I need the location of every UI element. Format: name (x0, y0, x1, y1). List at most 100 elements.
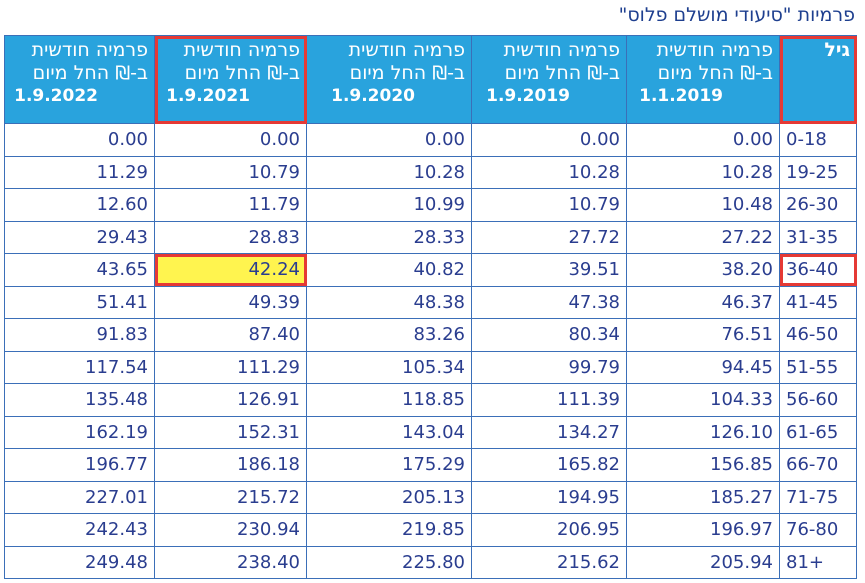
table-row: 26-30 10.48 10.79 10.99 11.79 12.60 (4, 188, 857, 222)
premium-cell: 99.79 (471, 350, 627, 384)
premium-cell: 0.00 (154, 123, 307, 157)
premium-cell: 27.22 (626, 220, 780, 254)
premium-cell: 242.43 (4, 513, 155, 547)
table-row: 51-55 94.45 99.79 105.34 111.29 117.54 (4, 350, 857, 384)
premium-cell: 42.24 (154, 253, 307, 287)
premium-cell: 10.79 (154, 155, 307, 189)
column-header: פרמיה חודשית ב-₪ החל מיום 1.9.2020 (306, 35, 472, 124)
premium-cell: 0.00 (471, 123, 627, 157)
premium-cell: 87.40 (154, 318, 307, 352)
premium-cell: 126.10 (626, 415, 780, 449)
table-row: 0-18 0.00 0.00 0.00 0.00 0.00 (4, 123, 857, 157)
premium-cell: 194.95 (471, 480, 627, 514)
premium-cell: 47.38 (471, 285, 627, 319)
premium-cell: 134.27 (471, 415, 627, 449)
premium-cell: 10.99 (306, 188, 472, 222)
premium-table: גיל פרמיה חודשית ב-₪ החל מיום 1.1.2019 פרמיה… (4, 35, 857, 579)
premium-cell: 249.48 (4, 545, 155, 579)
premium-cell: 111.29 (154, 350, 307, 384)
table-row: 66-70 156.85 165.82 175.29 186.18 196.77 (4, 448, 857, 482)
age-cell: 41-45 (779, 285, 857, 319)
table-row: 19-25 10.28 10.28 10.28 10.79 11.29 (4, 155, 857, 189)
premium-cell: 10.28 (306, 155, 472, 189)
premium-cell: 28.33 (306, 220, 472, 254)
table-body: 0-18 0.00 0.00 0.00 0.00 0.00 19-25 10.28 10.28 1… (4, 123, 857, 579)
age-cell: 46-50 (779, 318, 857, 352)
premium-cell: 11.29 (4, 155, 155, 189)
age-cell: 26-30 (779, 188, 857, 222)
header-line: פרמיה חודשית (31, 39, 148, 61)
header-line: ב-₪ החל מיום (32, 62, 148, 84)
premium-cell: 46.37 (626, 285, 780, 319)
age-cell: 76-80 (779, 513, 857, 547)
header-line: פרמיה חודשית (348, 39, 465, 61)
premium-cell: 83.26 (306, 318, 472, 352)
age-cell: 61-65 (779, 415, 857, 449)
premium-cell: 80.34 (471, 318, 627, 352)
age-cell: 31-35 (779, 220, 857, 254)
column-header: פרמיה חודשית ב-₪ החל מיום 1.9.2021 (154, 35, 307, 124)
column-header: פרמיה חודשית ב-₪ החל מיום 1.9.2019 (471, 35, 627, 124)
header-line: ב-₪ החל מיום (349, 62, 465, 84)
premium-cell: 118.85 (306, 383, 472, 417)
premium-cell: 0.00 (626, 123, 780, 157)
age-header: גיל (779, 35, 857, 124)
premium-cell: 27.72 (471, 220, 627, 254)
premium-cell: 165.82 (471, 448, 627, 482)
header-date: 1.9.2019 (486, 86, 570, 106)
premium-cell: 143.04 (306, 415, 472, 449)
premium-cell: 10.48 (626, 188, 780, 222)
premium-cell: 51.41 (4, 285, 155, 319)
premium-cell: 104.33 (626, 383, 780, 417)
table-row: 56-60 104.33 111.39 118.85 126.91 135.48 (4, 383, 857, 417)
table-row: 71-75 185.27 194.95 205.13 215.72 227.01 (4, 480, 857, 514)
table-row: 81+ 205.94 215.62 225.80 238.40 249.48 (4, 545, 857, 579)
premium-cell: 135.48 (4, 383, 155, 417)
premium-cell: 0.00 (306, 123, 472, 157)
premium-cell: 205.13 (306, 480, 472, 514)
header-line: פרמיה חודשית (183, 39, 300, 61)
premium-cell: 152.31 (154, 415, 307, 449)
column-header: פרמיה חודשית ב-₪ החל מיום 1.9.2022 (4, 35, 155, 124)
column-header: פרמיה חודשית ב-₪ החל מיום 1.1.2019 (626, 35, 780, 124)
header-line: ב-₪ החל מיום (184, 62, 300, 84)
premium-cell: 215.62 (471, 545, 627, 579)
header-line: ב-₪ החל מיום (657, 62, 773, 84)
premium-cell: 38.20 (626, 253, 780, 287)
age-cell: 56-60 (779, 383, 857, 417)
premium-cell: 205.94 (626, 545, 780, 579)
premium-cell: 11.79 (154, 188, 307, 222)
premium-cell: 76.51 (626, 318, 780, 352)
premium-cell: 29.43 (4, 220, 155, 254)
premium-cell: 12.60 (4, 188, 155, 222)
premium-cell: 186.18 (154, 448, 307, 482)
premium-cell: 227.01 (4, 480, 155, 514)
premium-cell: 111.39 (471, 383, 627, 417)
age-cell: 51-55 (779, 350, 857, 384)
premium-cell: 10.28 (626, 155, 780, 189)
header-line: ב-₪ החל מיום (504, 62, 620, 84)
header-date: 1.9.2022 (14, 86, 98, 106)
premium-cell: 91.83 (4, 318, 155, 352)
premium-cell: 117.54 (4, 350, 155, 384)
age-cell: 19-25 (779, 155, 857, 189)
header-date: 1.9.2020 (331, 86, 415, 106)
header-line: פרמיה חודשית (656, 39, 773, 61)
table-row: 36-40 38.20 39.51 40.82 42.24 43.65 (4, 253, 857, 287)
premium-cell: 0.00 (4, 123, 155, 157)
premium-cell: 10.28 (471, 155, 627, 189)
premium-cell: 206.95 (471, 513, 627, 547)
premium-cell: 94.45 (626, 350, 780, 384)
premium-cell: 28.83 (154, 220, 307, 254)
premium-cell: 225.80 (306, 545, 472, 579)
premium-cell: 230.94 (154, 513, 307, 547)
premium-cell: 156.85 (626, 448, 780, 482)
table-row: 41-45 46.37 47.38 48.38 49.39 51.41 (4, 285, 857, 319)
age-cell: 0-18 (779, 123, 857, 157)
premium-cell: 105.34 (306, 350, 472, 384)
premium-cell: 49.39 (154, 285, 307, 319)
premium-cell: 39.51 (471, 253, 627, 287)
premium-cell: 196.97 (626, 513, 780, 547)
age-cell: 66-70 (779, 448, 857, 482)
page-title: פרמיות "סיעודי מושלם פלוס" (618, 4, 855, 26)
